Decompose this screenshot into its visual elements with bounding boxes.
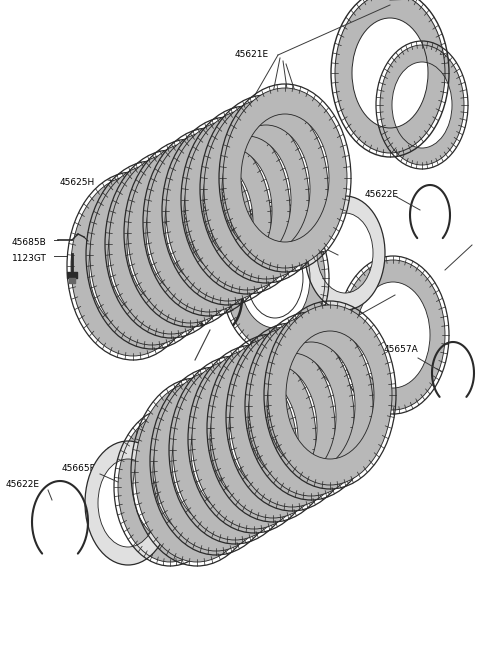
Text: 1123GT: 1123GT — [12, 254, 47, 263]
Polygon shape — [147, 132, 271, 312]
Polygon shape — [268, 305, 392, 485]
Polygon shape — [192, 349, 316, 529]
Text: 45577A: 45577A — [105, 447, 140, 456]
Text: 45621E: 45621E — [235, 50, 269, 59]
Polygon shape — [166, 121, 290, 301]
Polygon shape — [135, 382, 259, 562]
Polygon shape — [341, 260, 445, 410]
Text: 45689A: 45689A — [215, 265, 250, 274]
Text: 45657A: 45657A — [384, 345, 419, 354]
Polygon shape — [118, 412, 222, 562]
Polygon shape — [225, 206, 325, 350]
Text: 45682G: 45682G — [290, 248, 325, 257]
Polygon shape — [90, 165, 214, 345]
Text: 45625H: 45625H — [60, 178, 95, 187]
Polygon shape — [154, 371, 278, 551]
Text: 45685B: 45685B — [12, 238, 47, 247]
Text: 45621: 45621 — [185, 298, 214, 307]
Polygon shape — [173, 360, 297, 540]
Polygon shape — [204, 99, 328, 279]
Polygon shape — [85, 441, 171, 565]
Polygon shape — [380, 45, 464, 165]
Polygon shape — [335, 0, 445, 153]
Text: 45622E: 45622E — [365, 190, 399, 199]
Polygon shape — [230, 327, 354, 507]
Polygon shape — [128, 143, 252, 323]
Polygon shape — [305, 196, 385, 310]
Polygon shape — [71, 176, 195, 356]
Polygon shape — [211, 338, 335, 518]
Polygon shape — [223, 88, 347, 268]
Text: 45655G: 45655G — [148, 430, 184, 439]
Polygon shape — [249, 316, 373, 496]
Polygon shape — [185, 110, 309, 290]
Text: 45651G: 45651G — [262, 347, 298, 356]
Text: 45622E: 45622E — [6, 480, 40, 489]
Polygon shape — [109, 154, 233, 334]
Text: 45665F: 45665F — [62, 464, 96, 473]
